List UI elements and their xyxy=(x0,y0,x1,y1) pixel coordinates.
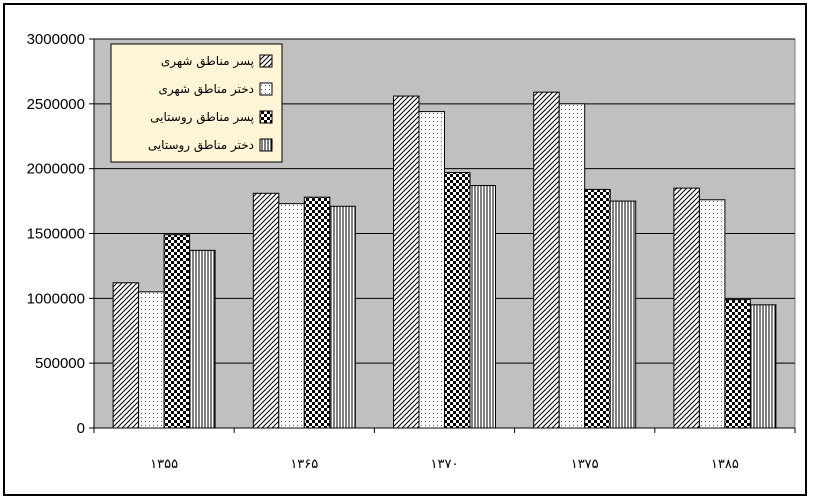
x-tick-label: ۱۳۷۵ xyxy=(571,457,599,472)
legend: پسر مناطق شهری دختر مناطق شهری پسر مناطق ر… xyxy=(110,43,283,163)
legend-label: پسر مناطق روستایی xyxy=(150,110,254,125)
y-axis: 0 500000 1000000 1500000 2000000 2500000 30000… xyxy=(27,31,95,437)
bar-2-5 xyxy=(698,199,726,429)
bar-1-1 xyxy=(112,282,140,429)
y-tick-label: 2000000 xyxy=(27,161,85,178)
bar-2-3 xyxy=(418,111,445,429)
legend-label: دختر مناطق شهری xyxy=(159,82,255,97)
bar-2-1 xyxy=(138,291,165,429)
bar-3-4 xyxy=(584,188,611,429)
bar-3-2 xyxy=(303,196,331,429)
x-axis: ۱۳۵۵ ۱۳۶۵ ۱۳۷۰ ۱۳۷۵ ۱۳۸۵ xyxy=(93,427,796,472)
x-tick-label: ۱۳۸۵ xyxy=(711,457,739,472)
bar-4-4 xyxy=(609,200,637,429)
x-tick-label: ۱۳۷۰ xyxy=(431,457,459,472)
bar-1-5 xyxy=(673,187,700,429)
y-tick-label: 1000000 xyxy=(27,290,85,307)
y-tick-label: 0 xyxy=(77,420,85,437)
y-tick-label: 500000 xyxy=(35,355,85,372)
legend-swatch xyxy=(259,138,273,152)
x-tick-label: ۱۳۵۵ xyxy=(150,457,178,472)
legend-label: پسر مناطق شهری xyxy=(161,54,254,69)
bar-4-5 xyxy=(749,304,777,429)
bar-4-2 xyxy=(329,205,356,429)
bar-3-5 xyxy=(724,299,751,429)
bars xyxy=(112,91,777,429)
bar-1-4 xyxy=(533,91,560,429)
bar-4-1 xyxy=(189,249,216,429)
legend-box xyxy=(110,43,283,163)
bar-1-3 xyxy=(393,95,420,429)
y-tick-label: 1500000 xyxy=(27,226,85,243)
bar-3-3 xyxy=(444,172,471,429)
bar-1-2 xyxy=(252,192,280,429)
bar-2-2 xyxy=(278,203,305,429)
x-tick-label: ۱۳۶۵ xyxy=(290,457,318,472)
legend-swatch xyxy=(259,82,273,96)
y-tick-label: 2500000 xyxy=(27,96,85,113)
legend-swatch xyxy=(259,54,273,68)
bar-4-3 xyxy=(469,185,496,429)
legend-label: دختر مناطق روستایی xyxy=(148,138,254,153)
bar-2-4 xyxy=(558,103,586,429)
legend-swatch xyxy=(259,110,273,124)
bar-3-1 xyxy=(163,234,191,429)
y-tick-label: 3000000 xyxy=(27,31,85,48)
